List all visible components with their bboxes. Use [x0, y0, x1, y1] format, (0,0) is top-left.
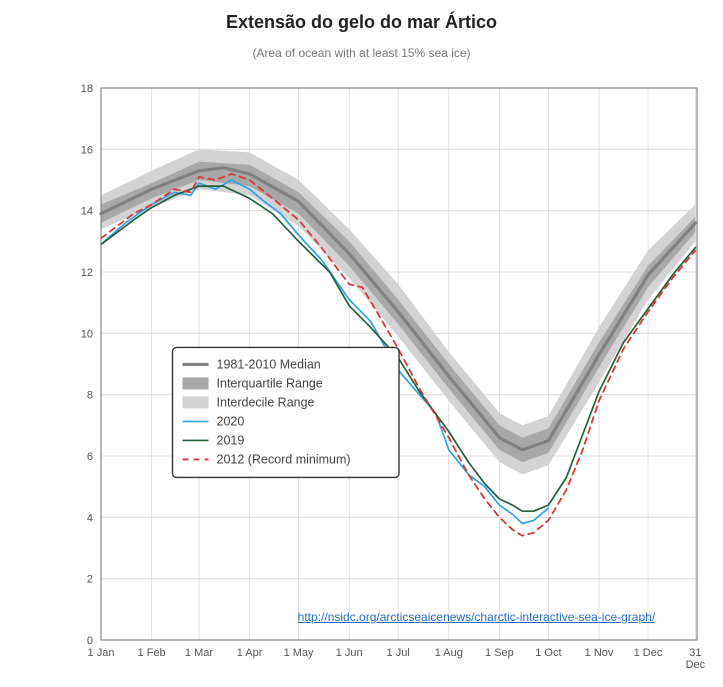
- xtick-label: 1 Sep: [485, 647, 514, 659]
- chart-svg: 0 2 4 6 8 10 12 14 16 18 1 Jan 1 Feb 1 Mar 1 Apr 1 May…: [67, 80, 707, 680]
- legend-item-label: 2012 (Record minimum): [217, 452, 351, 466]
- legend: 1981-2010 Median Interquartile Range Inter…: [173, 347, 399, 477]
- xtick-label: 1 Dec: [634, 647, 663, 659]
- chart-subtitle: (Area of ocean with at least 15% sea ice…: [0, 46, 723, 60]
- legend-item-label: 2019: [217, 433, 245, 447]
- xtick-label: 1 Oct: [535, 647, 561, 659]
- legend-item-label: Interdecile Range: [217, 395, 315, 409]
- legend-item-label: Interquartile Range: [217, 376, 323, 390]
- ytick-label: 2: [87, 574, 93, 586]
- ytick-label: 0: [87, 635, 93, 647]
- chart-title: Extensão do gelo do mar Ártico: [0, 12, 723, 33]
- ytick-label: 14: [81, 206, 93, 218]
- ytick-label: 16: [81, 144, 93, 156]
- xtick-label: 1 Aug: [435, 647, 463, 659]
- xtick-label: 31Dec: [686, 647, 706, 671]
- ytick-label: 6: [87, 451, 93, 463]
- xtick-label: 1 May: [284, 647, 314, 659]
- ytick-label: 12: [81, 267, 93, 279]
- ytick-label: 10: [81, 328, 93, 340]
- legend-item-label: 1981-2010 Median: [217, 357, 321, 371]
- xtick-label: 1 Jan: [88, 647, 115, 659]
- plot-area: 0246810121416181 Jan1 Feb1 Mar1 Apr1 May…: [67, 80, 707, 640]
- ytick-label: 4: [87, 512, 93, 524]
- source-link[interactable]: http://nsidc.org/arcticseaicenews/charct…: [298, 610, 655, 624]
- xtick-label: 1 Mar: [185, 647, 213, 659]
- xtick-label: 1 Feb: [138, 647, 166, 659]
- xtick-label: 1 Apr: [237, 647, 263, 659]
- xtick-label: 1 Jul: [387, 647, 410, 659]
- ytick-label: 8: [87, 390, 93, 402]
- xtick-label: 1 Jun: [336, 647, 363, 659]
- xtick-label: 1 Nov: [585, 647, 614, 659]
- legend-item-label: 2020: [217, 414, 245, 428]
- ytick-label: 18: [81, 83, 93, 95]
